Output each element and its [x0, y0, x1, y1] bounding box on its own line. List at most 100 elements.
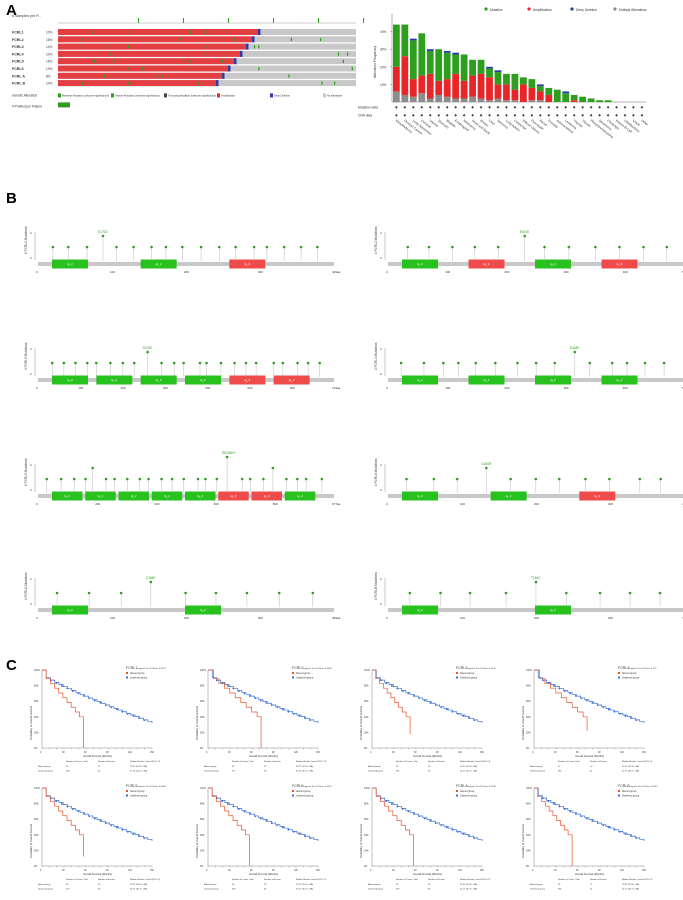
km-xtick-label: 150	[642, 752, 647, 754]
km-xtick-label: 90	[106, 752, 109, 754]
lollipop-head	[55, 591, 59, 595]
lollipop-head	[618, 245, 621, 249]
bar-segment	[536, 100, 544, 102]
lollipop-head	[523, 234, 527, 238]
km-ytick-label: 40%	[34, 835, 39, 837]
km-table-cell: 286	[66, 771, 70, 773]
lollipop-ylabel: # FCRL4 Mutations	[374, 342, 378, 370]
km-pvalue: Logrank Test P-Value: 0.0584	[137, 785, 166, 788]
lollipop-domain-label: Ig_2	[417, 262, 423, 266]
lollipop-ytick-label: 2	[380, 347, 382, 351]
lollipop-domain	[229, 259, 266, 269]
km-table-cell: 31	[396, 766, 399, 768]
km-table-cell: 55.17 (40.72 - NA)	[622, 888, 639, 891]
bar-mutation-data-marker	[564, 106, 568, 109]
bar-segment	[503, 100, 510, 102]
lollipop-domain-label: Ig_2	[617, 378, 623, 382]
lollipop-head	[277, 591, 281, 595]
km-table-header: Number of Cases, Total	[558, 760, 580, 763]
lollipop-domain	[118, 491, 149, 501]
km-ytick-label: 0%	[200, 866, 203, 868]
bar-cna-data-marker	[640, 114, 644, 117]
lollipop-head	[119, 591, 123, 595]
km-legend-altered-swatch	[456, 672, 458, 674]
km-unaltered-censor	[618, 830, 621, 833]
oncoprint-mutation-mark	[81, 81, 83, 85]
lollipop-xtick-label: 0	[386, 270, 388, 274]
lollipop-xtick-label: 200	[534, 616, 539, 620]
km-unaltered-censor	[580, 697, 583, 700]
lollipop-head	[534, 477, 538, 481]
km-ylabel: Probability of Overall Survival	[359, 706, 363, 740]
lollipop-domain	[52, 605, 88, 615]
km-legend-altered-swatch	[292, 672, 294, 674]
bar-segment	[393, 66, 400, 92]
oncoprint-top-tick	[363, 18, 364, 23]
km-xlabel: Overall Survival (Months)	[575, 872, 604, 876]
lollipop-xtick-label: 200	[504, 270, 509, 274]
km-table-header: Median Months Overall (95% CI)	[460, 878, 490, 881]
bar-cna-data-marker	[589, 114, 593, 117]
bar-segment	[393, 91, 400, 102]
bar-mutation-data-marker	[522, 106, 525, 109]
bar-segment	[562, 91, 570, 94]
bar-cna-data-marker	[555, 114, 559, 117]
lollipop-head	[199, 245, 203, 249]
km-ytick-label: 20%	[526, 732, 531, 734]
km-unaltered-censor	[434, 704, 437, 707]
km-legend-unaltered: Unaltered group	[460, 677, 478, 680]
lollipop-xtick-label: 734aa	[332, 386, 341, 390]
lollipop-xtick-label: 200	[121, 386, 126, 390]
km-unaltered-censor	[99, 701, 102, 704]
lollipop-domain-label: Ig_2	[67, 378, 73, 382]
lollipop-domain-label: Ig_2	[111, 378, 117, 382]
km-unaltered-censor	[418, 815, 421, 818]
km-table-cell: Unaltered group	[204, 888, 220, 891]
km-table-cell: 29.97 (20.50 - NA)	[622, 883, 639, 886]
oncoprint-deep-deletion-block	[228, 65, 231, 72]
bar-segment	[536, 84, 544, 87]
lollipop-domain	[185, 375, 221, 385]
km-xtick-label: 150	[642, 870, 647, 872]
km-ytick-label: 80%	[364, 686, 369, 688]
lollipop-head	[85, 361, 89, 365]
lollipop-highlight-label: R528W/Y	[222, 451, 237, 455]
km-unaltered-censor	[541, 797, 544, 800]
km-ytick-label: 60%	[526, 819, 531, 821]
lollipop-head	[113, 477, 116, 481]
bar-segment	[511, 73, 519, 90]
bar-cna-data-marker	[403, 114, 407, 117]
lollipop-head	[50, 361, 54, 365]
oncoprint-gene-label: FCRL5	[12, 60, 24, 64]
km-unaltered-censor	[547, 800, 550, 803]
lollipop-xtick-label: 300	[608, 616, 613, 620]
lollipop-head	[233, 361, 236, 365]
bar-segment	[426, 49, 434, 51]
oncoprint-gene-pct: 14%	[46, 45, 53, 49]
bar-segment	[528, 100, 536, 102]
oncoprint-mutation-mark	[321, 81, 323, 85]
km-unaltered-censor	[292, 830, 295, 833]
oncoprint-mutation-mark	[129, 81, 131, 85]
km-table-cell: 27	[558, 766, 561, 768]
km-table-cell: 29.97 (20.50 - NA)	[296, 765, 313, 768]
bar-category-label: Prostate	[547, 119, 559, 130]
km-gene-title: FCRL1	[126, 666, 137, 670]
lollipop-ylabel: # FCRLB Mutations	[374, 572, 378, 600]
lollipop-xtick-label: 600	[214, 502, 219, 506]
km-table-header: Median Months Overall (95% CI)	[130, 760, 160, 763]
km-xlabel: Overall Survival (Months)	[575, 754, 604, 758]
km-unaltered-curve	[372, 787, 483, 842]
oncoprint-gene-label: FCRL2	[12, 38, 24, 42]
lollipop-head	[406, 245, 410, 249]
oncoprint-amplification-block	[58, 65, 228, 72]
km-table-cell: 14	[98, 884, 101, 886]
km-legend-unaltered-swatch	[292, 794, 294, 797]
bar-segment	[562, 93, 570, 102]
km-unaltered-censor	[396, 687, 399, 690]
km-unaltered-censor	[451, 828, 454, 831]
lollipop-xtick-label: 200	[504, 386, 509, 390]
km-xtick-label: 30	[228, 752, 231, 754]
lollipop-xtick-label: 100	[460, 502, 465, 506]
km-unaltered-censor	[379, 679, 382, 682]
